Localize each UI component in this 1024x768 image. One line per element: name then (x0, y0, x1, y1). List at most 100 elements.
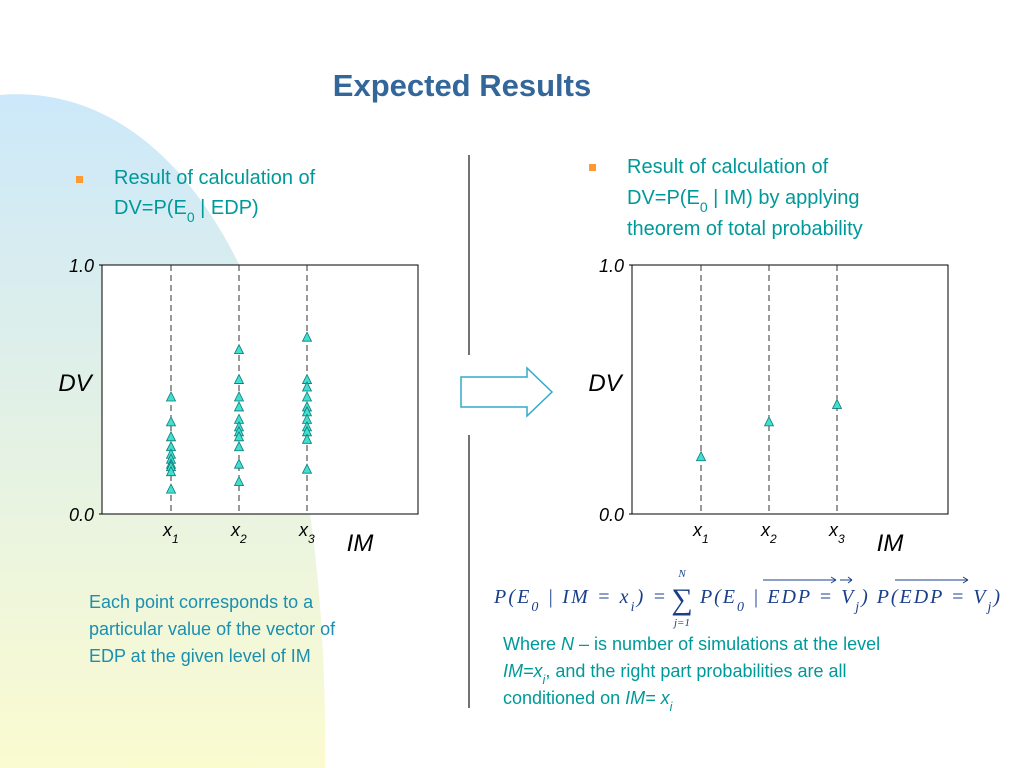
text-segment: Result of calculation of (627, 156, 829, 178)
text-segment: conditioned on (503, 688, 625, 708)
bullet-text: Result of calculation of (114, 167, 316, 189)
text-segment: i (670, 700, 674, 714)
x-tick-label: x1 (162, 520, 179, 546)
text-segment: DV=P(E (627, 187, 700, 209)
point (695, 450, 707, 462)
text-segment: 0 (737, 600, 744, 615)
where-text: Where N – is number of simulations at th… (503, 634, 880, 654)
point (233, 430, 245, 442)
bullet-marker (589, 164, 596, 171)
note-text: EDP at the given level of IM (89, 646, 311, 666)
label-base: x (692, 520, 703, 540)
note-text: Each point corresponds to a (89, 592, 314, 612)
text-segment: DV=P(E (114, 197, 187, 219)
label-sub: 3 (838, 532, 845, 546)
y-tick-label: 0.0 (599, 505, 624, 525)
formula-left: P(E 0 | IM = x i) = (493, 586, 666, 615)
text-segment: i (631, 600, 635, 615)
point (165, 430, 177, 442)
point (233, 343, 245, 355)
bullet-text: theorem of total probability (627, 218, 863, 240)
plot-frame (631, 264, 949, 515)
point (301, 463, 313, 474)
x-axis-label: IM (877, 530, 904, 557)
y-axis-label: DV (58, 370, 93, 397)
x-tick-label: x3 (298, 520, 315, 546)
text-segment: j (985, 600, 991, 615)
where-text: IM=xi, and the right part probabilities … (503, 661, 847, 687)
note-text: particular value of the vector of (89, 619, 336, 639)
point (165, 415, 177, 427)
y-tick-label: 1.0 (599, 256, 624, 276)
text-segment: | EDP = V (746, 586, 856, 608)
bullet-marker (76, 176, 83, 183)
label-sub: 2 (239, 532, 247, 546)
text-segment: i (543, 673, 547, 687)
plot-frame (101, 264, 419, 515)
label-sub: 1 (172, 532, 179, 546)
text-segment: P(E (699, 586, 735, 608)
x-tick-label: x3 (828, 520, 845, 546)
bullet-text: DV=P(E0 | EDP) (114, 197, 259, 225)
y-tick-label: 0.0 (69, 505, 94, 525)
arrow (460, 366, 554, 418)
formula-arrows (763, 576, 969, 584)
formula-sum: ∑ (671, 583, 692, 616)
label-base: x (298, 520, 309, 540)
x-tick-label: x1 (692, 520, 709, 546)
text-segment: P(E (493, 586, 529, 608)
x-tick-label: x2 (760, 520, 777, 546)
point (233, 373, 245, 384)
point (301, 381, 313, 392)
text-segment: , and the right part probabilities are a… (545, 661, 846, 681)
point (165, 483, 177, 494)
text-segment: 0 (187, 209, 195, 225)
point (233, 475, 245, 487)
x-tick-label: x2 (230, 520, 247, 546)
where-text: conditioned on IM= xi (503, 688, 674, 714)
text-segment: | IM = x (541, 586, 629, 608)
text-segment: – is number of simulations at the level (574, 634, 880, 654)
label-sub: 2 (769, 532, 777, 546)
y-axis-label: DV (588, 370, 623, 397)
point (233, 401, 245, 412)
bullet-text: DV=P(E0 | IM) by applying (627, 187, 860, 215)
slide-title: Expected Results (333, 68, 591, 103)
label-base: x (230, 520, 241, 540)
text-segment: ) (992, 586, 1000, 608)
point (233, 391, 245, 402)
label-base: x (162, 520, 173, 540)
label-sub: 1 (702, 532, 709, 546)
text-segment: IM=x (503, 661, 544, 681)
formula-sum-top: N (677, 568, 686, 580)
point (301, 391, 313, 402)
text-segment: Result of calculation of (114, 167, 316, 189)
x-axis-label: IM (347, 530, 374, 557)
text-segment: theorem of total probability (627, 218, 863, 240)
label-sub: 3 (308, 532, 315, 546)
text-segment: Where (503, 634, 561, 654)
text-segment: | IM) by applying (708, 187, 860, 209)
label-base: x (760, 520, 771, 540)
bullet-text: Result of calculation of (627, 156, 829, 178)
point (165, 465, 177, 477)
y-tick-label: 1.0 (69, 256, 94, 276)
point (831, 398, 843, 409)
text-segment: N (561, 634, 575, 654)
point (763, 415, 775, 427)
point (233, 440, 245, 452)
point (301, 433, 313, 444)
text-segment: j (853, 600, 859, 615)
formula-sum-bottom: j=1 (672, 617, 690, 629)
text-segment: ) P(EDP = V (860, 586, 988, 608)
text-segment: 0 (531, 600, 538, 615)
point (301, 331, 313, 342)
point (233, 458, 245, 469)
text-segment: | EDP) (195, 197, 259, 219)
label-base: x (828, 520, 839, 540)
point (165, 391, 177, 402)
text-segment: IM= x (625, 688, 671, 708)
text-segment: 0 (700, 199, 708, 215)
